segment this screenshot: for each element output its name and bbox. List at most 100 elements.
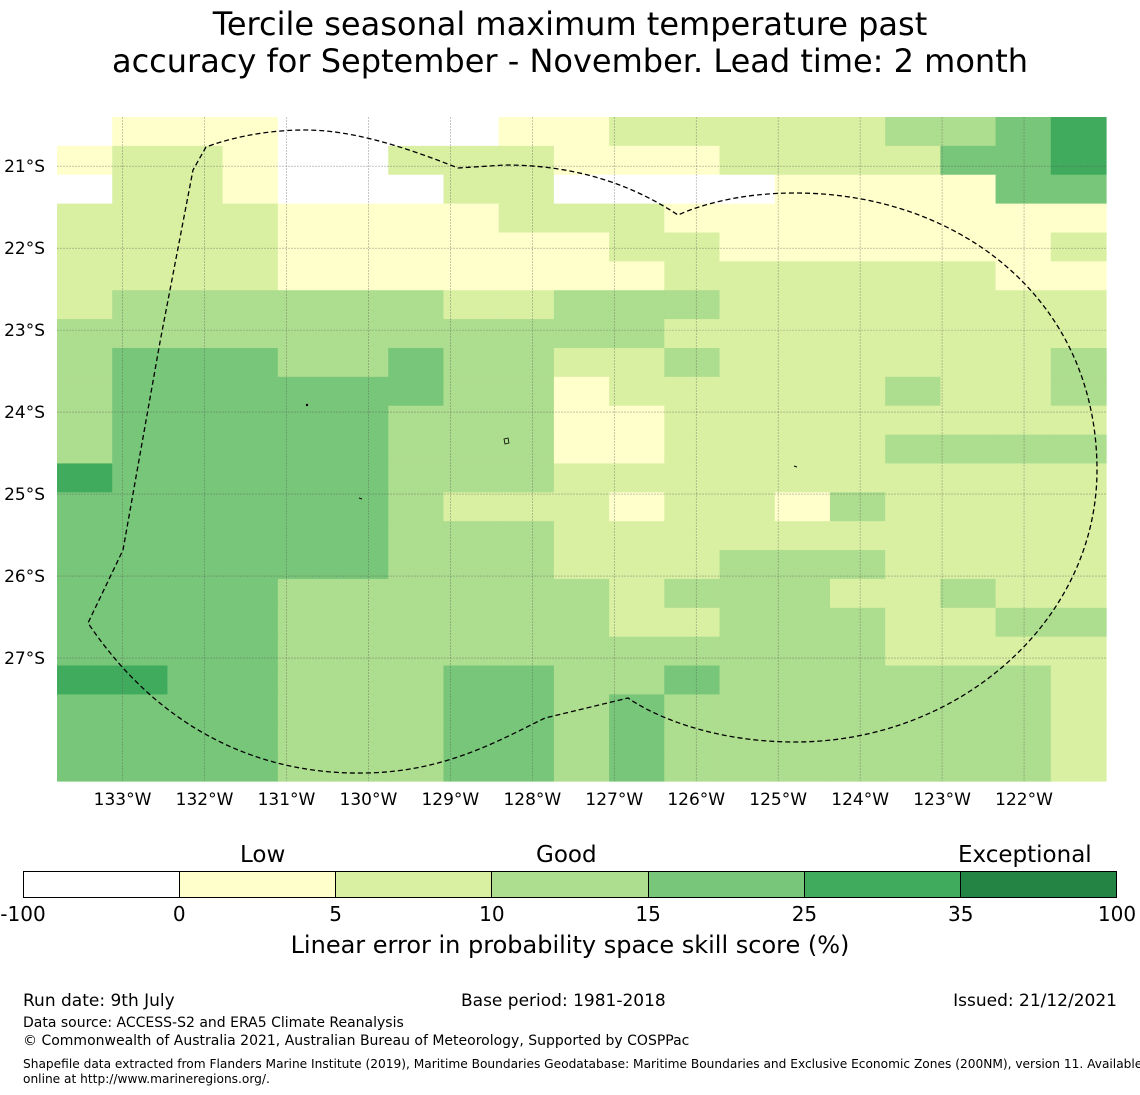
skill-cell [995, 752, 1052, 782]
skill-cell [719, 723, 776, 753]
skill-cell [995, 492, 1052, 522]
skill-cell [112, 723, 169, 753]
skill-cell [57, 203, 113, 234]
skill-cell [443, 607, 500, 638]
skill-cell [1050, 694, 1107, 724]
skill-cell [388, 578, 445, 609]
skill-cell [995, 376, 1052, 407]
skill-cell [277, 347, 334, 378]
skill-cell [333, 694, 389, 724]
skill-cell [719, 636, 776, 667]
skill-cell [277, 550, 334, 580]
skill-cell [885, 232, 941, 262]
skill-cell [940, 290, 997, 320]
skill-cell [57, 319, 113, 349]
skill-cell [333, 607, 389, 638]
skill-cell [885, 434, 941, 465]
skill-cell [829, 723, 886, 753]
colorbar-segment [648, 872, 805, 897]
skill-cell [277, 434, 334, 465]
skill-cell [664, 694, 721, 724]
skill-cell [609, 319, 665, 349]
skill-cell [498, 752, 555, 782]
skill-cell [443, 636, 500, 667]
skill-cell [57, 261, 113, 291]
skill-cell [388, 290, 445, 320]
skill-cell [388, 463, 445, 493]
skill-cell [940, 347, 997, 378]
skill-cell [609, 607, 665, 638]
skill-cell [57, 117, 113, 147]
skill-cell [995, 232, 1052, 262]
skill-cell [333, 434, 389, 465]
skill-cell [112, 203, 169, 234]
skill-cell [277, 492, 334, 522]
skill-cell [167, 174, 224, 205]
skill-cell [774, 145, 831, 176]
latitude-labels: 21°S 22°S 23°S 24°S 25°S 26°S 27°S [4, 157, 45, 669]
skill-cell [333, 521, 389, 551]
skill-cell [885, 521, 941, 551]
skill-cell [940, 492, 997, 522]
skill-cell [388, 521, 445, 551]
skill-cell [112, 550, 169, 580]
skill-cell [774, 694, 831, 724]
skill-cell [498, 174, 555, 205]
skill-cell [498, 636, 555, 667]
skill-cell [664, 290, 721, 320]
skill-cell [333, 232, 389, 262]
skill-cell [167, 405, 224, 436]
skill-cell [664, 752, 721, 782]
skill-cell [553, 578, 610, 609]
skill-cell [167, 492, 224, 522]
skill-cell [940, 636, 997, 667]
skill-cell [222, 463, 279, 493]
skill-cell [498, 723, 555, 753]
skill-cell [277, 463, 334, 493]
skill-cell [664, 261, 721, 291]
skill-cell [222, 376, 279, 407]
skill-cell [498, 550, 555, 580]
latitude-label: 22°S [4, 239, 45, 259]
skill-cell [57, 405, 113, 436]
shapefile-credit-line-2: online at http://www.marineregions.org/. [23, 1072, 270, 1086]
skill-cell [664, 636, 721, 667]
skill-cell [664, 521, 721, 551]
skill-cell [664, 347, 721, 378]
skill-cell [112, 578, 169, 609]
skill-cell [112, 117, 169, 147]
skill-cell [333, 145, 389, 176]
skill-cell [277, 665, 334, 695]
skill-cell [167, 319, 224, 349]
skill-cell [222, 434, 279, 465]
skill-cell [829, 578, 886, 609]
skill-cell [829, 405, 886, 436]
skill-cell [774, 752, 831, 782]
skill-cell [388, 261, 445, 291]
skill-cell [664, 434, 721, 465]
skill-cell [553, 463, 610, 493]
skill-cell [333, 636, 389, 667]
skill-cell [57, 550, 113, 580]
skill-cell [333, 723, 389, 753]
skill-cell [719, 694, 776, 724]
skill-cell [498, 203, 555, 234]
skill-cell [995, 636, 1052, 667]
skill-cell [829, 636, 886, 667]
skill-cell [277, 290, 334, 320]
skill-cell [333, 752, 389, 782]
skill-cell [112, 636, 169, 667]
skill-cell [995, 723, 1052, 753]
skill-cell [553, 203, 610, 234]
skill-cell [719, 492, 776, 522]
skill-cell [498, 290, 555, 320]
skill-cell [112, 145, 169, 176]
latitude-label: 25°S [4, 485, 45, 505]
skill-cell [112, 319, 169, 349]
skill-cell [222, 117, 279, 147]
skill-cell [277, 174, 334, 205]
skill-cell [443, 578, 500, 609]
skill-cell [774, 203, 831, 234]
skill-cell [333, 347, 389, 378]
skill-cell [719, 117, 776, 147]
